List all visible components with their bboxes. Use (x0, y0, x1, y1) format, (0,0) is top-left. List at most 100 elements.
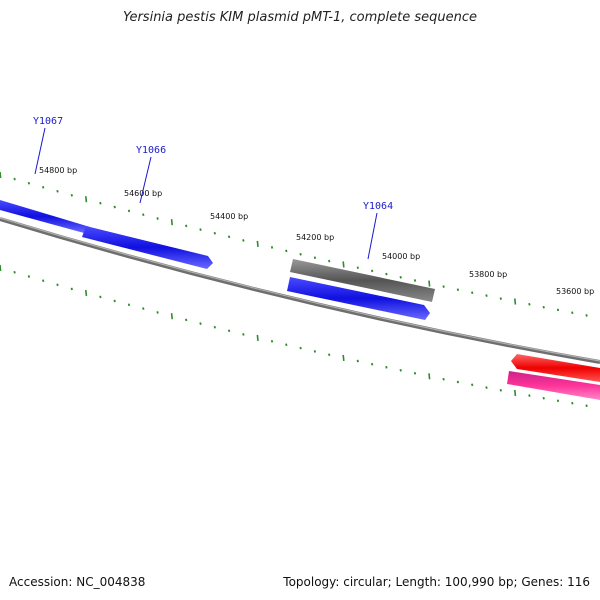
ruler-tick (585, 314, 588, 317)
leader-y1067 (34, 127, 46, 175)
ruler-tick (399, 275, 402, 279)
ruler-label-54600: 54600 bp (124, 189, 162, 198)
ruler-tick (428, 280, 431, 287)
ruler-tick (356, 359, 359, 363)
outer-ruler-ticks (0, 171, 588, 317)
ruler-tick (127, 209, 131, 213)
gene-label-y1067[interactable]: Y1067 (33, 116, 63, 127)
ruler-tick (56, 189, 59, 193)
ruler-label-53800: 53800 bp (469, 270, 507, 279)
gene-red-arrow[interactable] (511, 354, 600, 382)
topology-summary: Topology: circular; Length: 100,990 bp; … (283, 575, 590, 589)
ruler-tick (471, 383, 474, 387)
ruler-label-54000: 54000 bp (382, 252, 420, 261)
gene-label-y1064[interactable]: Y1064 (363, 201, 393, 212)
ruler-label-54400: 54400 bp (210, 212, 248, 221)
ruler-tick (70, 287, 73, 291)
ruler-tick (342, 354, 345, 361)
gene-y1067-arrow[interactable] (0, 200, 90, 233)
ruler-tick (27, 181, 31, 185)
ruler-tick (285, 343, 288, 347)
ruler-tick (42, 185, 45, 189)
ruler-tick (328, 259, 331, 263)
ruler-tick (499, 297, 502, 300)
ruler-tick (0, 171, 2, 179)
ruler-tick (199, 322, 202, 325)
ruler-tick (385, 272, 388, 276)
ruler-label-53600: 53600 bp (556, 287, 594, 296)
ruler-tick (399, 368, 402, 372)
ruler-tick (213, 325, 216, 329)
ruler-label-54200: 54200 bp (296, 233, 334, 242)
ruler-tick (313, 256, 317, 260)
ruler-tick (170, 313, 173, 320)
gene-pink-arrow[interactable] (507, 371, 600, 400)
ruler-tick (499, 388, 502, 392)
ruler-tick (127, 303, 131, 307)
leader-y1064 (367, 212, 378, 260)
accession-label: Accession: NC_004838 (9, 575, 146, 589)
ruler-tick (270, 246, 274, 249)
ruler-tick (113, 205, 116, 209)
ruler-tick (556, 308, 560, 312)
ruler-tick (227, 329, 231, 333)
ruler-tick (85, 196, 88, 203)
ruler-tick (13, 177, 16, 181)
ruler-tick (456, 380, 460, 384)
ruler-tick (185, 224, 188, 228)
ruler-tick (585, 404, 588, 408)
ruler-tick (170, 219, 173, 226)
leader-y1066 (139, 156, 152, 204)
ruler-tick (70, 193, 73, 197)
gene-blue-arrow[interactable] (287, 277, 430, 320)
ruler-tick (0, 264, 2, 272)
ruler-tick (428, 373, 431, 380)
ruler-label-54800: 54800 bp (39, 166, 77, 175)
ruler-tick (99, 295, 102, 299)
ruler-tick (85, 289, 88, 296)
ruler-tick (571, 311, 574, 315)
ruler-tick (571, 401, 574, 405)
ruler-tick (413, 279, 417, 282)
ruler-tick (514, 389, 517, 397)
ruler-tick (56, 283, 59, 287)
ruler-tick (442, 377, 445, 381)
ruler-tick (514, 298, 517, 305)
ruler-tick (113, 299, 116, 303)
ruler-tick (199, 228, 202, 231)
ruler-tick (528, 302, 531, 306)
ruler-tick (156, 311, 159, 314)
ruler-tick (99, 201, 102, 205)
gene-y1064-arrow[interactable] (290, 259, 435, 302)
ruler-tick (485, 386, 488, 389)
ruler-tick (227, 235, 231, 239)
ruler-tick (342, 261, 345, 268)
ruler-tick (42, 279, 45, 283)
gene-y1066-arrow[interactable] (82, 226, 213, 269)
ruler-tick (285, 249, 288, 253)
ruler-tick (556, 399, 560, 403)
ruler-tick (242, 333, 245, 336)
ruler-tick (242, 239, 245, 242)
ruler-tick (471, 291, 474, 295)
ruler-tick (13, 270, 16, 274)
ruler-tick (370, 362, 374, 366)
ruler-tick (385, 365, 388, 369)
inner-ruler-ticks (0, 264, 588, 408)
ruler-tick (328, 353, 331, 357)
ruler-tick (485, 294, 488, 297)
ruler-tick (156, 217, 159, 220)
plasmid-backbone (0, 217, 600, 364)
ruler-tick (542, 396, 545, 400)
ruler-tick (456, 288, 460, 292)
ruler-tick (142, 307, 145, 310)
ruler-tick (299, 252, 302, 256)
gene-label-y1066[interactable]: Y1066 (136, 145, 166, 156)
ruler-tick (270, 339, 274, 343)
ruler-tick (299, 346, 302, 350)
ruler-tick (185, 318, 188, 322)
ruler-tick (256, 240, 259, 247)
ruler-tick (542, 305, 545, 309)
ruler-tick (370, 269, 374, 273)
